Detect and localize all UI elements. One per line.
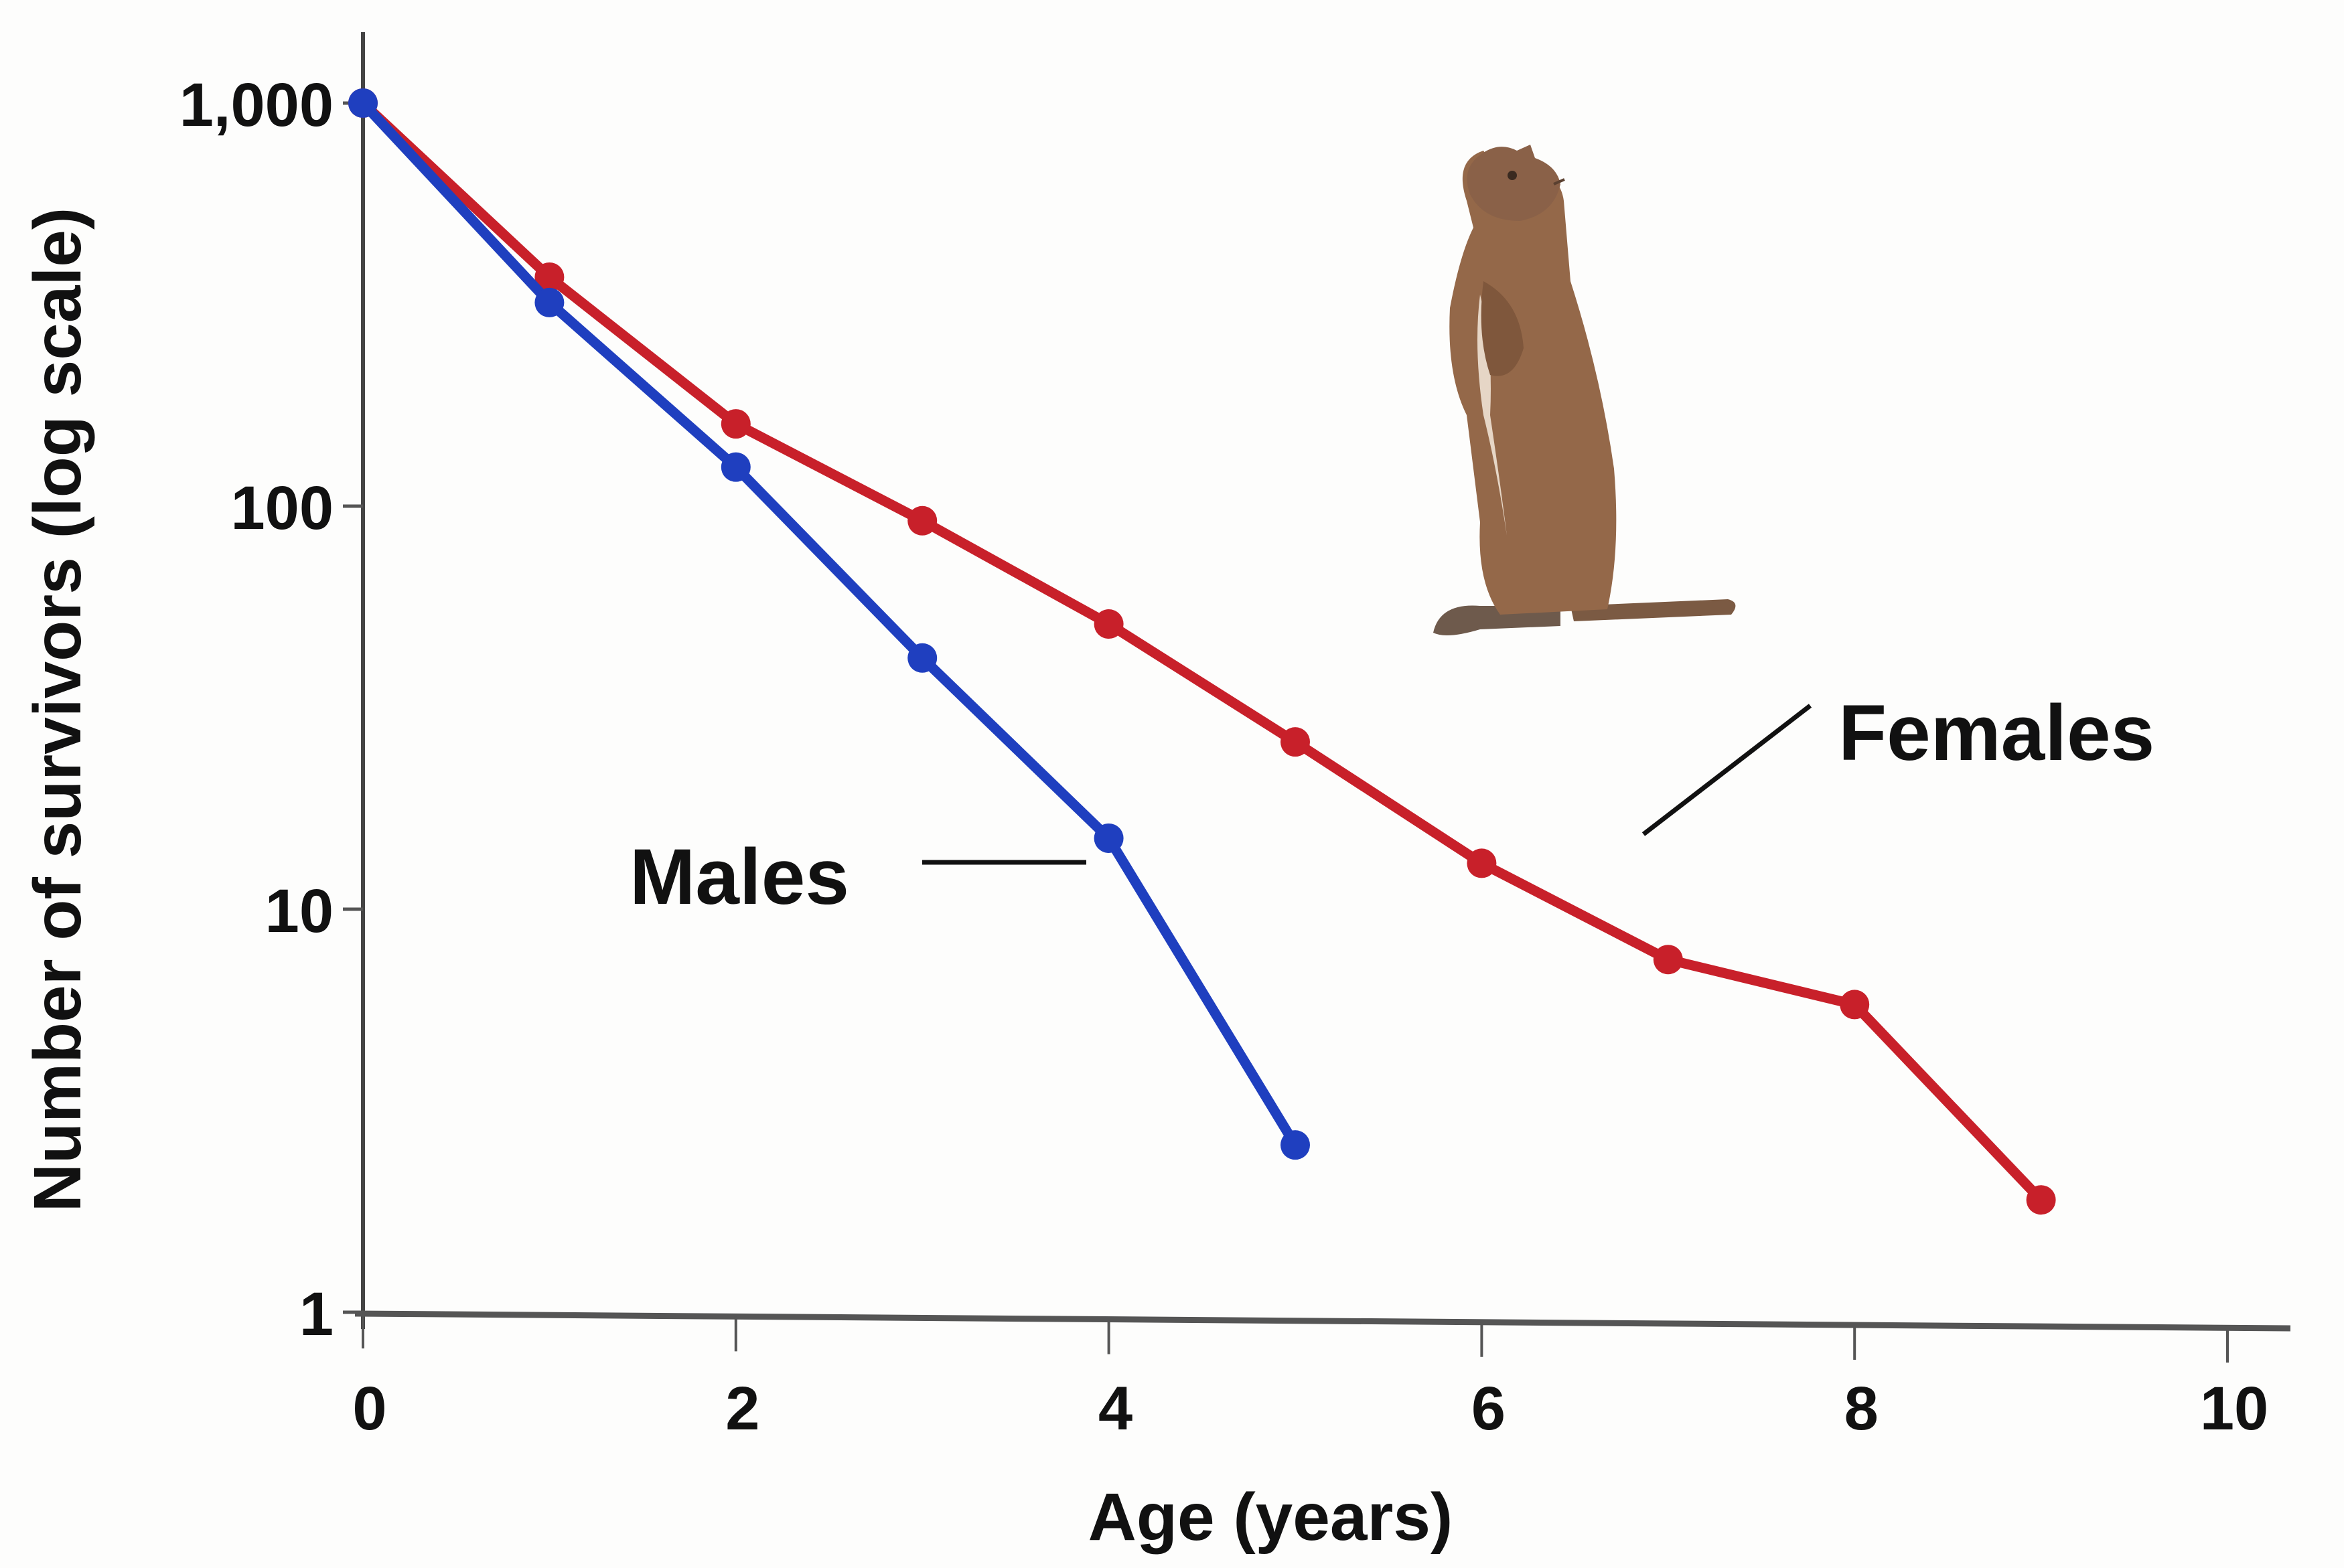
- series-line: [358, 98, 1301, 1150]
- data-point: [534, 262, 565, 292]
- y-axis-title: Number of survivors (log scale): [20, 208, 95, 1212]
- data-point: [534, 287, 565, 317]
- x-axis-ticks: 0 2 4 6 8 10: [352, 1314, 2268, 1443]
- data-point: [907, 505, 938, 536]
- x-axis-title: Age (years): [1088, 1480, 1453, 1555]
- data-point: [1280, 1130, 1310, 1160]
- x-tick-label: 8: [1844, 1375, 1879, 1443]
- data-point: [1840, 990, 1870, 1020]
- data-point: [1280, 727, 1310, 757]
- y-axis-ticks: 1 10 100 1,000: [179, 71, 363, 1348]
- data-point: [1094, 823, 1124, 853]
- x-tick-label: 4: [1098, 1375, 1132, 1443]
- data-point: [1467, 848, 1497, 878]
- series-females: [348, 88, 2056, 1215]
- females-label-group: Females: [1641, 689, 2154, 836]
- females-leader-line: [1641, 704, 1812, 836]
- x-tick-label: 2: [725, 1375, 759, 1443]
- series-line: [358, 98, 2047, 1205]
- y-tick-label: 1: [299, 1280, 334, 1348]
- data-point: [721, 452, 751, 482]
- data-point: [721, 409, 751, 439]
- ground-squirrel-illustration: [1433, 145, 1736, 635]
- x-tick-label: 0: [352, 1375, 386, 1443]
- data-point: [1094, 609, 1124, 639]
- males-label-group: Males: [630, 833, 1086, 921]
- y-tick-label: 100: [231, 474, 334, 542]
- axes: 0 2 4 6 8 10 1 10 100 1,000: [179, 32, 2291, 1443]
- data-point: [1653, 945, 1683, 975]
- x-tick-label: 10: [2200, 1375, 2268, 1443]
- series-layer: [348, 88, 2056, 1215]
- data-point: [348, 88, 378, 118]
- x-axis-line: [354, 1310, 2291, 1332]
- males-label: Males: [630, 833, 849, 921]
- y-tick-label: 10: [265, 877, 334, 945]
- y-tick-label: 1,000: [179, 71, 334, 139]
- series-males: [348, 88, 1310, 1160]
- data-point: [907, 643, 938, 673]
- data-point: [2026, 1185, 2056, 1215]
- x-tick-label: 6: [1471, 1375, 1506, 1443]
- females-label: Females: [1838, 689, 2154, 777]
